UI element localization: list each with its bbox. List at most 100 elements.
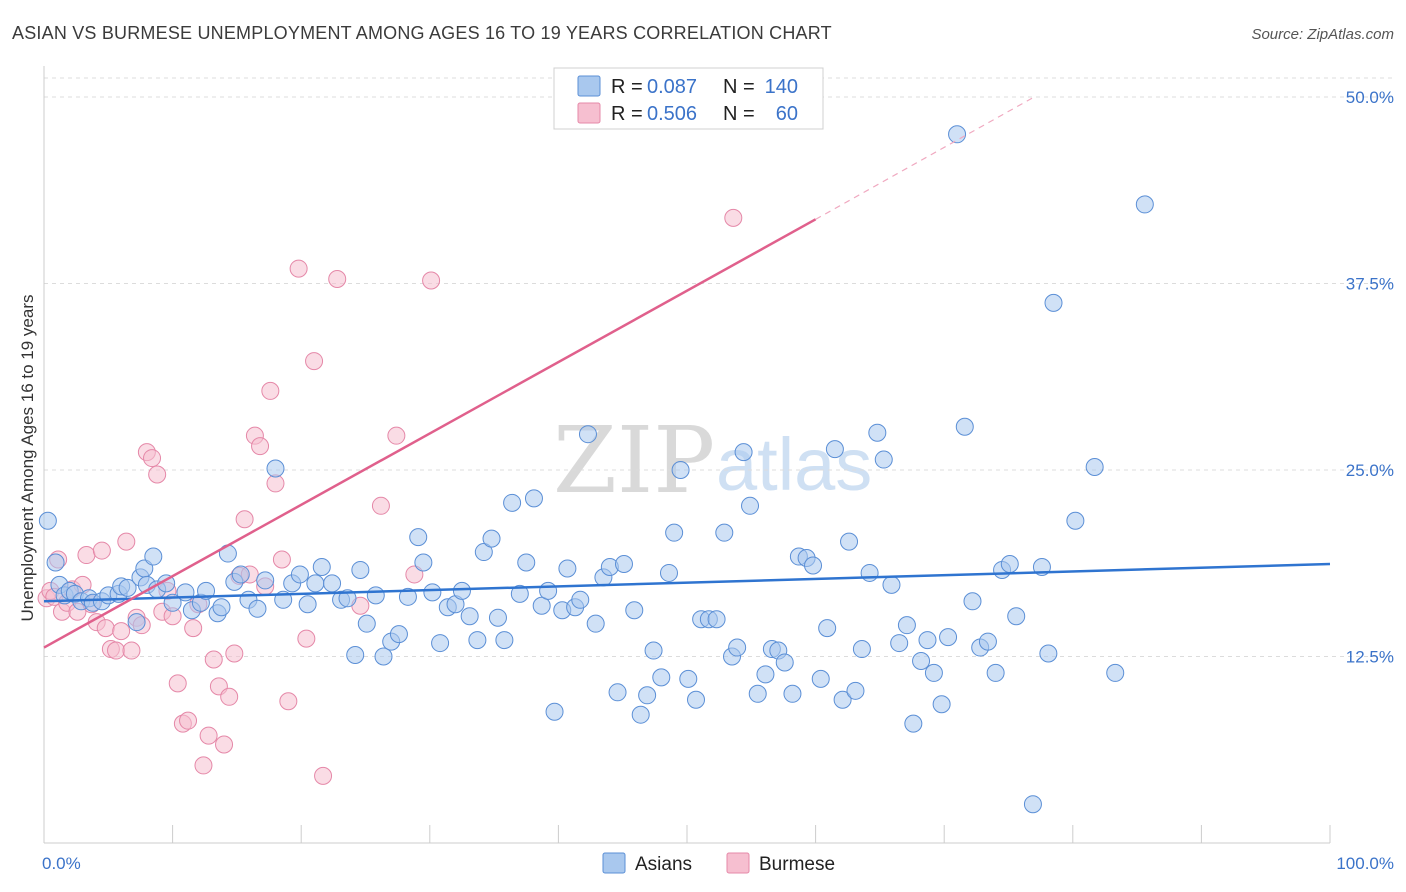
asian-point xyxy=(638,686,657,705)
x-tick-labels: 0.0% 100.0% xyxy=(42,854,1394,873)
burmese-point xyxy=(148,465,167,484)
asian-point xyxy=(414,553,433,572)
asian-point xyxy=(846,681,865,700)
burmese-point xyxy=(305,352,324,371)
asian-point xyxy=(510,584,529,603)
burmese-point xyxy=(328,270,347,289)
asian-point xyxy=(665,523,684,542)
asian-point xyxy=(38,511,57,530)
asian-point xyxy=(468,631,487,650)
asian-points xyxy=(38,99,1154,814)
asian-point xyxy=(715,523,734,542)
asian-point xyxy=(127,613,146,632)
burmese-point xyxy=(215,735,234,754)
asian-point xyxy=(503,493,522,512)
asian-point xyxy=(571,590,590,609)
legend-r-label-asians: R = xyxy=(611,76,643,98)
legend-n-value-burmese: 60 xyxy=(776,103,798,125)
asian-point xyxy=(517,553,536,572)
asian-point xyxy=(495,631,514,650)
burmese-point xyxy=(112,622,131,641)
asian-point xyxy=(558,559,577,578)
burmese-point xyxy=(179,711,198,730)
asian-point xyxy=(389,625,408,644)
asian-point xyxy=(783,684,802,703)
legend-n-label-asians: N = xyxy=(723,76,755,98)
asian-point xyxy=(833,690,852,709)
asian-point xyxy=(248,599,267,618)
burmese-point xyxy=(143,449,162,468)
axes xyxy=(43,66,1331,844)
burmese-point xyxy=(184,619,203,638)
asian-point xyxy=(659,563,678,582)
watermark-zip: ZIP xyxy=(553,407,715,514)
asian-point xyxy=(840,532,859,551)
asian-point xyxy=(1106,663,1125,682)
asian-point xyxy=(978,632,997,651)
y-tick-label: 25.0% xyxy=(1346,461,1394,480)
asian-point xyxy=(671,461,690,479)
asian-point xyxy=(290,565,309,584)
asian-point xyxy=(687,690,706,709)
chart-source: Source: ZipAtlas.com xyxy=(1251,26,1394,43)
legend-n-value-asians: 140 xyxy=(765,76,798,98)
asian-point xyxy=(955,417,974,436)
burmese-point xyxy=(77,546,96,565)
bottom-legend-swatch-burmese xyxy=(726,852,750,874)
burmese-point xyxy=(387,426,406,445)
burmese-point xyxy=(92,541,111,560)
asian-point xyxy=(939,628,958,647)
asian-point xyxy=(932,695,951,714)
asian-point xyxy=(948,125,967,144)
legend-swatch-asians xyxy=(577,75,601,97)
legend-r-value-burmese: 0.506 xyxy=(647,103,697,125)
burmese-point xyxy=(220,687,239,706)
asian-point xyxy=(741,496,760,515)
asian-point xyxy=(631,705,650,724)
asian-point xyxy=(986,663,1005,682)
asian-point xyxy=(1039,644,1058,663)
asian-point xyxy=(897,616,916,635)
asian-point xyxy=(811,669,830,688)
asian-point xyxy=(351,560,370,579)
asian-point xyxy=(748,684,767,703)
bottom-legend-swatch-asians xyxy=(602,852,626,874)
asian-point xyxy=(1044,293,1063,312)
asian-point xyxy=(409,528,428,547)
asian-point xyxy=(852,640,871,659)
asian-point xyxy=(346,646,365,665)
asian-point xyxy=(539,581,558,600)
watermark-atlas: atlas xyxy=(716,423,872,506)
burmese-point xyxy=(194,756,213,775)
asian-point xyxy=(652,668,671,687)
asian-point xyxy=(707,610,726,629)
asian-point xyxy=(306,574,325,593)
burmese-point xyxy=(122,641,141,660)
asian-point xyxy=(578,425,597,444)
asians-trend-line xyxy=(43,562,1331,603)
burmese-point xyxy=(251,437,270,456)
burmese-point xyxy=(405,565,424,584)
legend-r-label-burmese: R = xyxy=(611,103,643,125)
asian-point xyxy=(882,575,901,594)
asian-point xyxy=(775,653,794,672)
burmese-point xyxy=(235,510,254,529)
asian-point xyxy=(924,663,943,682)
asian-point xyxy=(918,631,937,650)
asian-point xyxy=(212,598,231,617)
asian-point xyxy=(398,587,417,606)
trend-lines xyxy=(43,96,1331,649)
asian-point xyxy=(904,714,923,733)
x-tick-label-max: 100.0% xyxy=(1336,854,1394,873)
burmese-point xyxy=(422,271,441,290)
bottom-legend-label-asians: Asians xyxy=(635,854,692,875)
asian-point xyxy=(734,443,753,462)
asian-point xyxy=(614,554,633,573)
asian-point xyxy=(197,581,216,600)
burmese-trend-extension xyxy=(815,96,1035,220)
asian-point xyxy=(728,638,747,657)
asian-point xyxy=(423,583,442,602)
asian-point xyxy=(118,578,137,597)
asian-point xyxy=(912,651,931,670)
burmese-point xyxy=(314,766,333,785)
